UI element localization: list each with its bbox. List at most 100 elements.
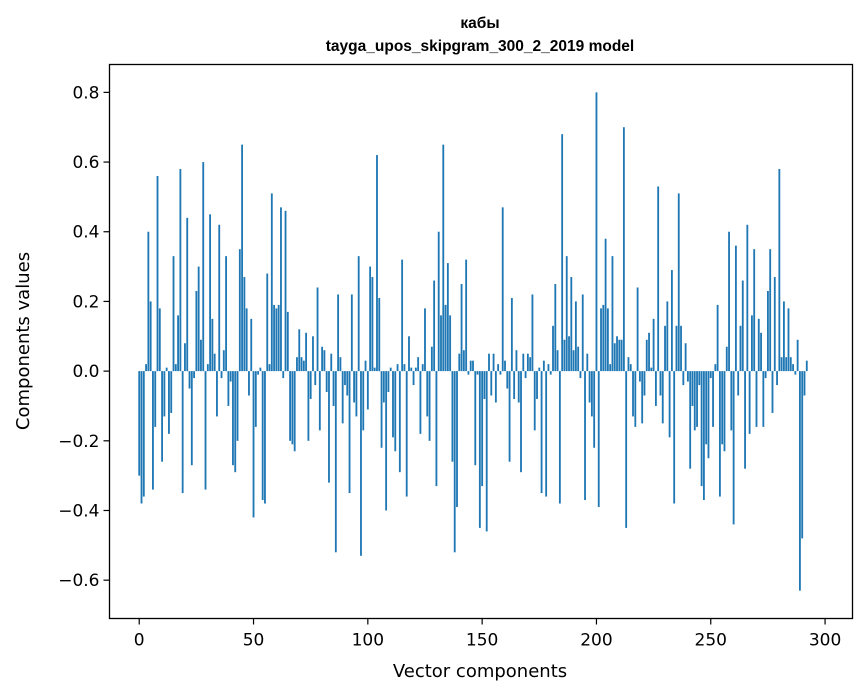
bar — [652, 318, 655, 372]
bar — [542, 360, 545, 372]
bar — [456, 371, 458, 508]
bar — [277, 304, 280, 372]
bar — [597, 371, 600, 508]
bar — [510, 297, 513, 372]
bar — [764, 371, 767, 379]
bar — [629, 364, 632, 372]
bar — [572, 350, 575, 372]
bar — [618, 339, 621, 372]
bar — [222, 350, 225, 372]
bar — [718, 371, 721, 497]
bar — [428, 371, 431, 441]
y-axis: −0.6 −0.4 −0.2 0.0 0.2 0.4 0.6 0.8 — [58, 83, 110, 591]
bar — [785, 357, 788, 372]
bar — [348, 371, 351, 494]
bar — [211, 318, 214, 372]
bar — [309, 371, 312, 399]
bar — [213, 353, 216, 372]
bar — [380, 371, 383, 448]
bar — [732, 371, 735, 525]
bar — [417, 357, 420, 372]
bar — [517, 371, 520, 403]
bar — [702, 371, 705, 501]
bar — [565, 256, 568, 372]
bar — [376, 155, 378, 372]
bar — [723, 371, 726, 452]
x-tick-label: 50 — [243, 631, 265, 651]
bar — [346, 371, 349, 396]
bar — [293, 371, 296, 452]
bar — [273, 304, 276, 372]
bar — [563, 339, 566, 372]
bar — [179, 169, 182, 372]
bar — [620, 339, 623, 372]
bar — [586, 353, 589, 372]
bar — [741, 280, 744, 372]
chart-subtitle: tayga_upos_skipgram_300_2_2019 model — [326, 38, 634, 55]
bar — [266, 273, 269, 372]
bar — [481, 371, 484, 487]
bar — [414, 367, 417, 372]
bar — [234, 371, 237, 473]
bar — [225, 256, 228, 372]
bar — [588, 371, 591, 403]
bar — [488, 353, 490, 372]
bar — [577, 346, 580, 372]
bar — [314, 371, 317, 386]
bar — [341, 371, 344, 424]
bar — [632, 371, 634, 417]
bar — [424, 308, 426, 372]
bar — [321, 346, 324, 372]
bar — [248, 371, 250, 396]
bar — [545, 371, 548, 497]
bar — [412, 371, 415, 386]
bar — [206, 364, 209, 372]
bar — [312, 336, 314, 372]
bar — [734, 245, 737, 372]
bar — [730, 371, 733, 431]
bar — [286, 311, 289, 372]
bar — [739, 325, 742, 372]
bar — [609, 364, 612, 372]
bar — [721, 371, 724, 445]
bar — [184, 343, 186, 372]
bar — [561, 134, 564, 372]
chart-title: кабы — [460, 15, 499, 32]
bar — [638, 371, 641, 382]
bar — [316, 287, 319, 372]
bar — [698, 371, 701, 386]
bar — [593, 371, 596, 448]
bar — [177, 315, 179, 372]
bar — [769, 249, 772, 372]
bar — [728, 231, 730, 372]
bar — [579, 371, 582, 379]
bar — [190, 371, 193, 466]
bar — [689, 371, 692, 469]
bar — [776, 371, 778, 386]
bar — [684, 343, 687, 372]
bar — [344, 371, 346, 386]
bar — [165, 367, 168, 372]
bar — [803, 371, 806, 396]
bar — [705, 371, 708, 445]
bar — [680, 325, 682, 372]
bar — [796, 339, 799, 372]
bar — [385, 371, 388, 511]
bar — [465, 259, 468, 372]
bar — [483, 371, 486, 399]
bar — [677, 193, 680, 372]
bar — [581, 294, 584, 372]
bar — [298, 329, 301, 372]
bar — [664, 325, 666, 372]
bar — [794, 371, 797, 375]
bar — [636, 287, 639, 372]
bar — [645, 339, 648, 372]
bar — [355, 371, 358, 417]
bar — [453, 371, 456, 553]
bar — [524, 371, 527, 379]
bar — [371, 277, 374, 372]
bar — [209, 214, 212, 372]
bar — [435, 371, 438, 487]
bar — [529, 357, 532, 372]
bar — [716, 304, 719, 372]
